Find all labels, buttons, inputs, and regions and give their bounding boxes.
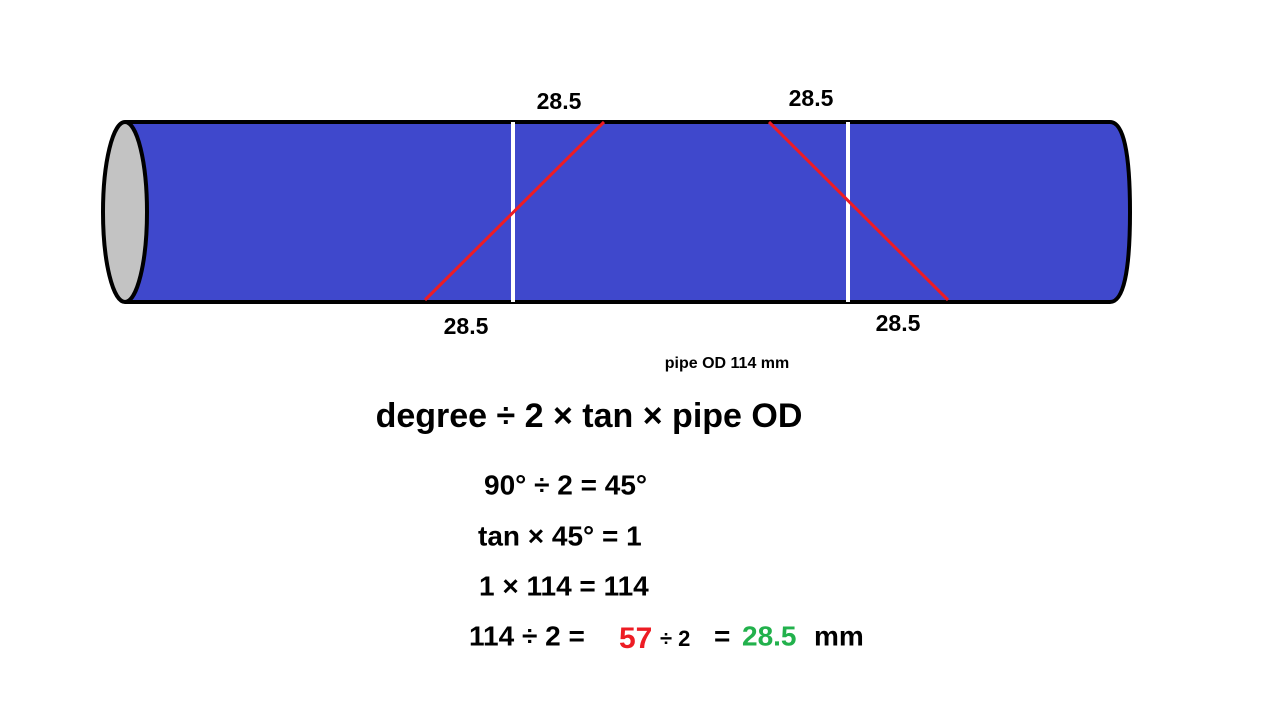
divide: ÷ 2	[660, 626, 690, 651]
dimension-label: 28.5	[537, 88, 582, 114]
step: 1 × 114 = 114	[479, 570, 649, 601]
miter-line	[423, 120, 606, 302]
unit: mm	[814, 620, 864, 651]
pipe-body	[125, 120, 1133, 304]
step: tan × 45° = 1	[478, 520, 642, 551]
pipe-label: pipe OD 114 mm	[665, 355, 790, 372]
equals: =	[714, 620, 730, 651]
step: 90° ÷ 2 = 45°	[484, 469, 647, 500]
dimension-label: 28.5	[876, 310, 921, 336]
miter-line	[767, 120, 950, 302]
step: 114 ÷ 2 =	[469, 620, 585, 651]
dimension-label: 28.5	[789, 85, 834, 111]
result: 28.5	[742, 620, 797, 651]
dimension-label: 28.5	[444, 313, 489, 339]
formula: degree ÷ 2 × tan × pipe OD	[376, 397, 803, 435]
half-value: 57	[619, 622, 652, 655]
pipe-end	[101, 120, 149, 304]
